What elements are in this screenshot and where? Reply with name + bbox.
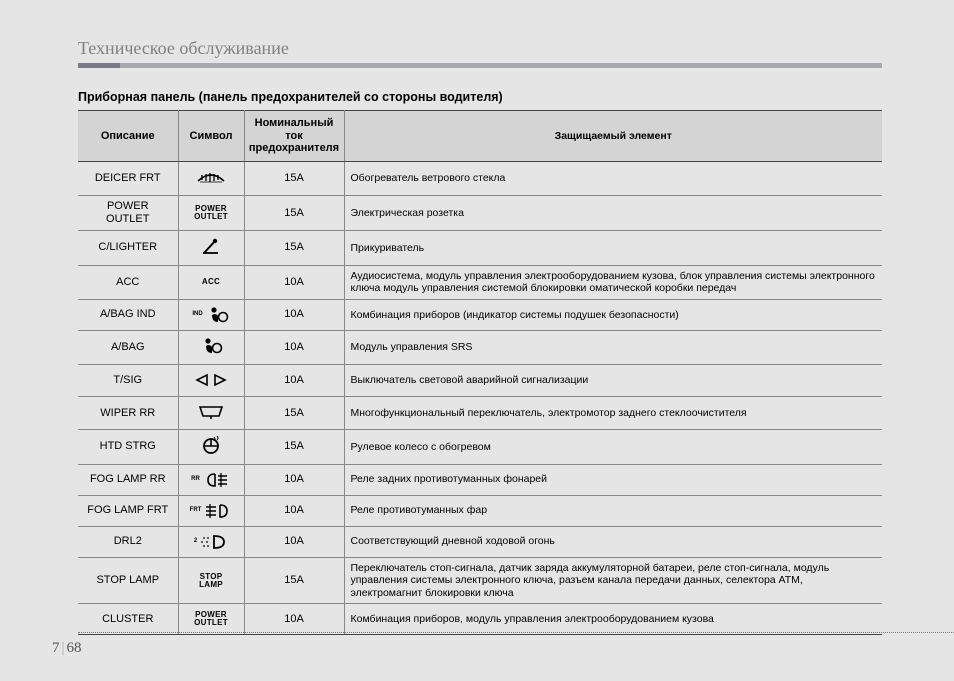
col-header-desc: Описание (78, 111, 178, 162)
cell-symbol: RR (178, 464, 244, 495)
col-header-amp: Номинальный ток предохранителя (244, 111, 344, 162)
cell-amp: 10A (244, 495, 344, 526)
symbol-icon: RR (185, 469, 237, 491)
symbol-icon: ACC (185, 271, 237, 293)
table-row: WIPER RR 15AМногофункциональный переключа… (78, 397, 882, 430)
cell-amp: 15A (244, 430, 344, 464)
table-row: FOG LAMP FRT FRT 10AРеле противотуманных ф… (78, 495, 882, 526)
symbol-icon: POWEROUTLET (185, 608, 237, 630)
cell-amp: 15A (244, 231, 344, 265)
table-row: ACC ACC 10AАудиосистема, модуль управления… (78, 265, 882, 299)
cell-desc: DRL2 (78, 526, 178, 557)
table-row: DEICER FRT 15AОбогреватель ветрового стек… (78, 161, 882, 195)
symbol-icon (185, 434, 237, 456)
cell-amp: 10A (244, 604, 344, 635)
cell-protected: Рулевое колесо с обогревом (344, 430, 882, 464)
cell-desc: POWER OUTLET (78, 196, 178, 231)
cell-symbol: POWEROUTLET (178, 604, 244, 635)
cell-desc: A/BAG IND (78, 299, 178, 330)
cell-protected: Модуль управления SRS (344, 330, 882, 364)
symbol-icon: POWEROUTLET (185, 202, 237, 224)
cell-amp: 10A (244, 526, 344, 557)
symbol-icon: FRT (185, 500, 237, 522)
cell-desc: CLUSTER (78, 604, 178, 635)
symbol-icon (185, 401, 237, 423)
page-footer: 7|68 (0, 632, 954, 657)
cell-protected: Переключатель стоп-сигнала, датчик заряд… (344, 557, 882, 604)
cell-symbol: ACC (178, 265, 244, 299)
cell-desc: DEICER FRT (78, 161, 178, 195)
table-header-row: Описание Символ Номинальный ток предохра… (78, 111, 882, 162)
cell-protected: Соответствующий дневной ходовой огонь (344, 526, 882, 557)
cell-protected: Обогреватель ветрового стекла (344, 161, 882, 195)
cell-desc: ACC (78, 265, 178, 299)
cell-symbol (178, 430, 244, 464)
cell-protected: Комбинация приборов, модуль управления э… (344, 604, 882, 635)
cell-amp: 10A (244, 365, 344, 397)
cell-amp: 10A (244, 265, 344, 299)
cell-symbol (178, 397, 244, 430)
symbol-icon: IND (185, 304, 237, 326)
cell-symbol (178, 231, 244, 265)
cell-symbol: FRT (178, 495, 244, 526)
page-num-value: 68 (67, 640, 82, 656)
table-row: HTD STRG 15A Рулевое колесо с обогревом (78, 430, 882, 464)
fuse-table: Описание Символ Номинальный ток предохра… (78, 110, 882, 635)
table-row: DRL2 2 10AСоответствующий дневной ходовой … (78, 526, 882, 557)
table-row: CLUSTER POWEROUTLET 10AКомбинация приборов… (78, 604, 882, 635)
cell-symbol: POWEROUTLET (178, 196, 244, 231)
table-row: STOP LAMP STOPLAMP 15AПереключатель стоп-с… (78, 557, 882, 604)
table-row: A/BAG IND IND 10AКомбинация приборов (инди… (78, 299, 882, 330)
cell-desc: HTD STRG (78, 430, 178, 464)
cell-protected: Реле противотуманных фар (344, 495, 882, 526)
col-header-symbol: Символ (178, 111, 244, 162)
table-row: A/BAG 10AМодуль управления SRS (78, 330, 882, 364)
symbol-icon (185, 235, 237, 257)
cell-protected: Прикуриватель (344, 231, 882, 265)
symbol-icon (185, 166, 237, 188)
cell-desc: T/SIG (78, 365, 178, 397)
cell-desc: STOP LAMP (78, 557, 178, 604)
cell-symbol (178, 365, 244, 397)
page-number: 7|68 (52, 640, 82, 656)
cell-desc: WIPER RR (78, 397, 178, 430)
cell-protected: Многофункциональный переключатель, элект… (344, 397, 882, 430)
footer-divider (78, 632, 954, 633)
cell-desc: FOG LAMP FRT (78, 495, 178, 526)
cell-amp: 15A (244, 196, 344, 231)
cell-protected: Электрическая розетка (344, 196, 882, 231)
cell-symbol (178, 330, 244, 364)
col-header-protected: Защищаемый элемент (344, 111, 882, 162)
cell-protected: Аудиосистема, модуль управления электроо… (344, 265, 882, 299)
cell-symbol: IND (178, 299, 244, 330)
cell-protected: Реле задних противотуманных фонарей (344, 464, 882, 495)
table-row: POWER OUTLET POWEROUTLET 15AЭлектрическая … (78, 196, 882, 231)
cell-desc: FOG LAMP RR (78, 464, 178, 495)
cell-protected: Комбинация приборов (индикатор системы п… (344, 299, 882, 330)
cell-symbol: 2 (178, 526, 244, 557)
cell-desc: A/BAG (78, 330, 178, 364)
symbol-icon (185, 369, 237, 391)
cell-symbol: STOPLAMP (178, 557, 244, 604)
cell-symbol (178, 161, 244, 195)
cell-amp: 10A (244, 464, 344, 495)
title-underline (78, 63, 882, 68)
symbol-icon (185, 335, 237, 357)
page-chapter: 7 (52, 640, 60, 656)
table-title: Приборная панель (панель предохранителей… (78, 90, 882, 104)
cell-amp: 10A (244, 299, 344, 330)
cell-desc: C/LIGHTER (78, 231, 178, 265)
section-title: Техническое обслуживание (78, 38, 882, 59)
page-content: Техническое обслуживание Приборная панел… (0, 0, 954, 655)
cell-amp: 15A (244, 397, 344, 430)
symbol-icon: STOPLAMP (185, 570, 237, 592)
cell-amp: 15A (244, 161, 344, 195)
table-row: T/SIG 10AВыключатель световой аварийной с… (78, 365, 882, 397)
table-row: C/LIGHTER 15AПрикуриватель (78, 231, 882, 265)
cell-amp: 15A (244, 557, 344, 604)
table-row: FOG LAMP RR RR 10AРеле задних противотуман… (78, 464, 882, 495)
symbol-icon: 2 (185, 531, 237, 553)
cell-amp: 10A (244, 330, 344, 364)
cell-protected: Выключатель световой аварийной сигнализа… (344, 365, 882, 397)
